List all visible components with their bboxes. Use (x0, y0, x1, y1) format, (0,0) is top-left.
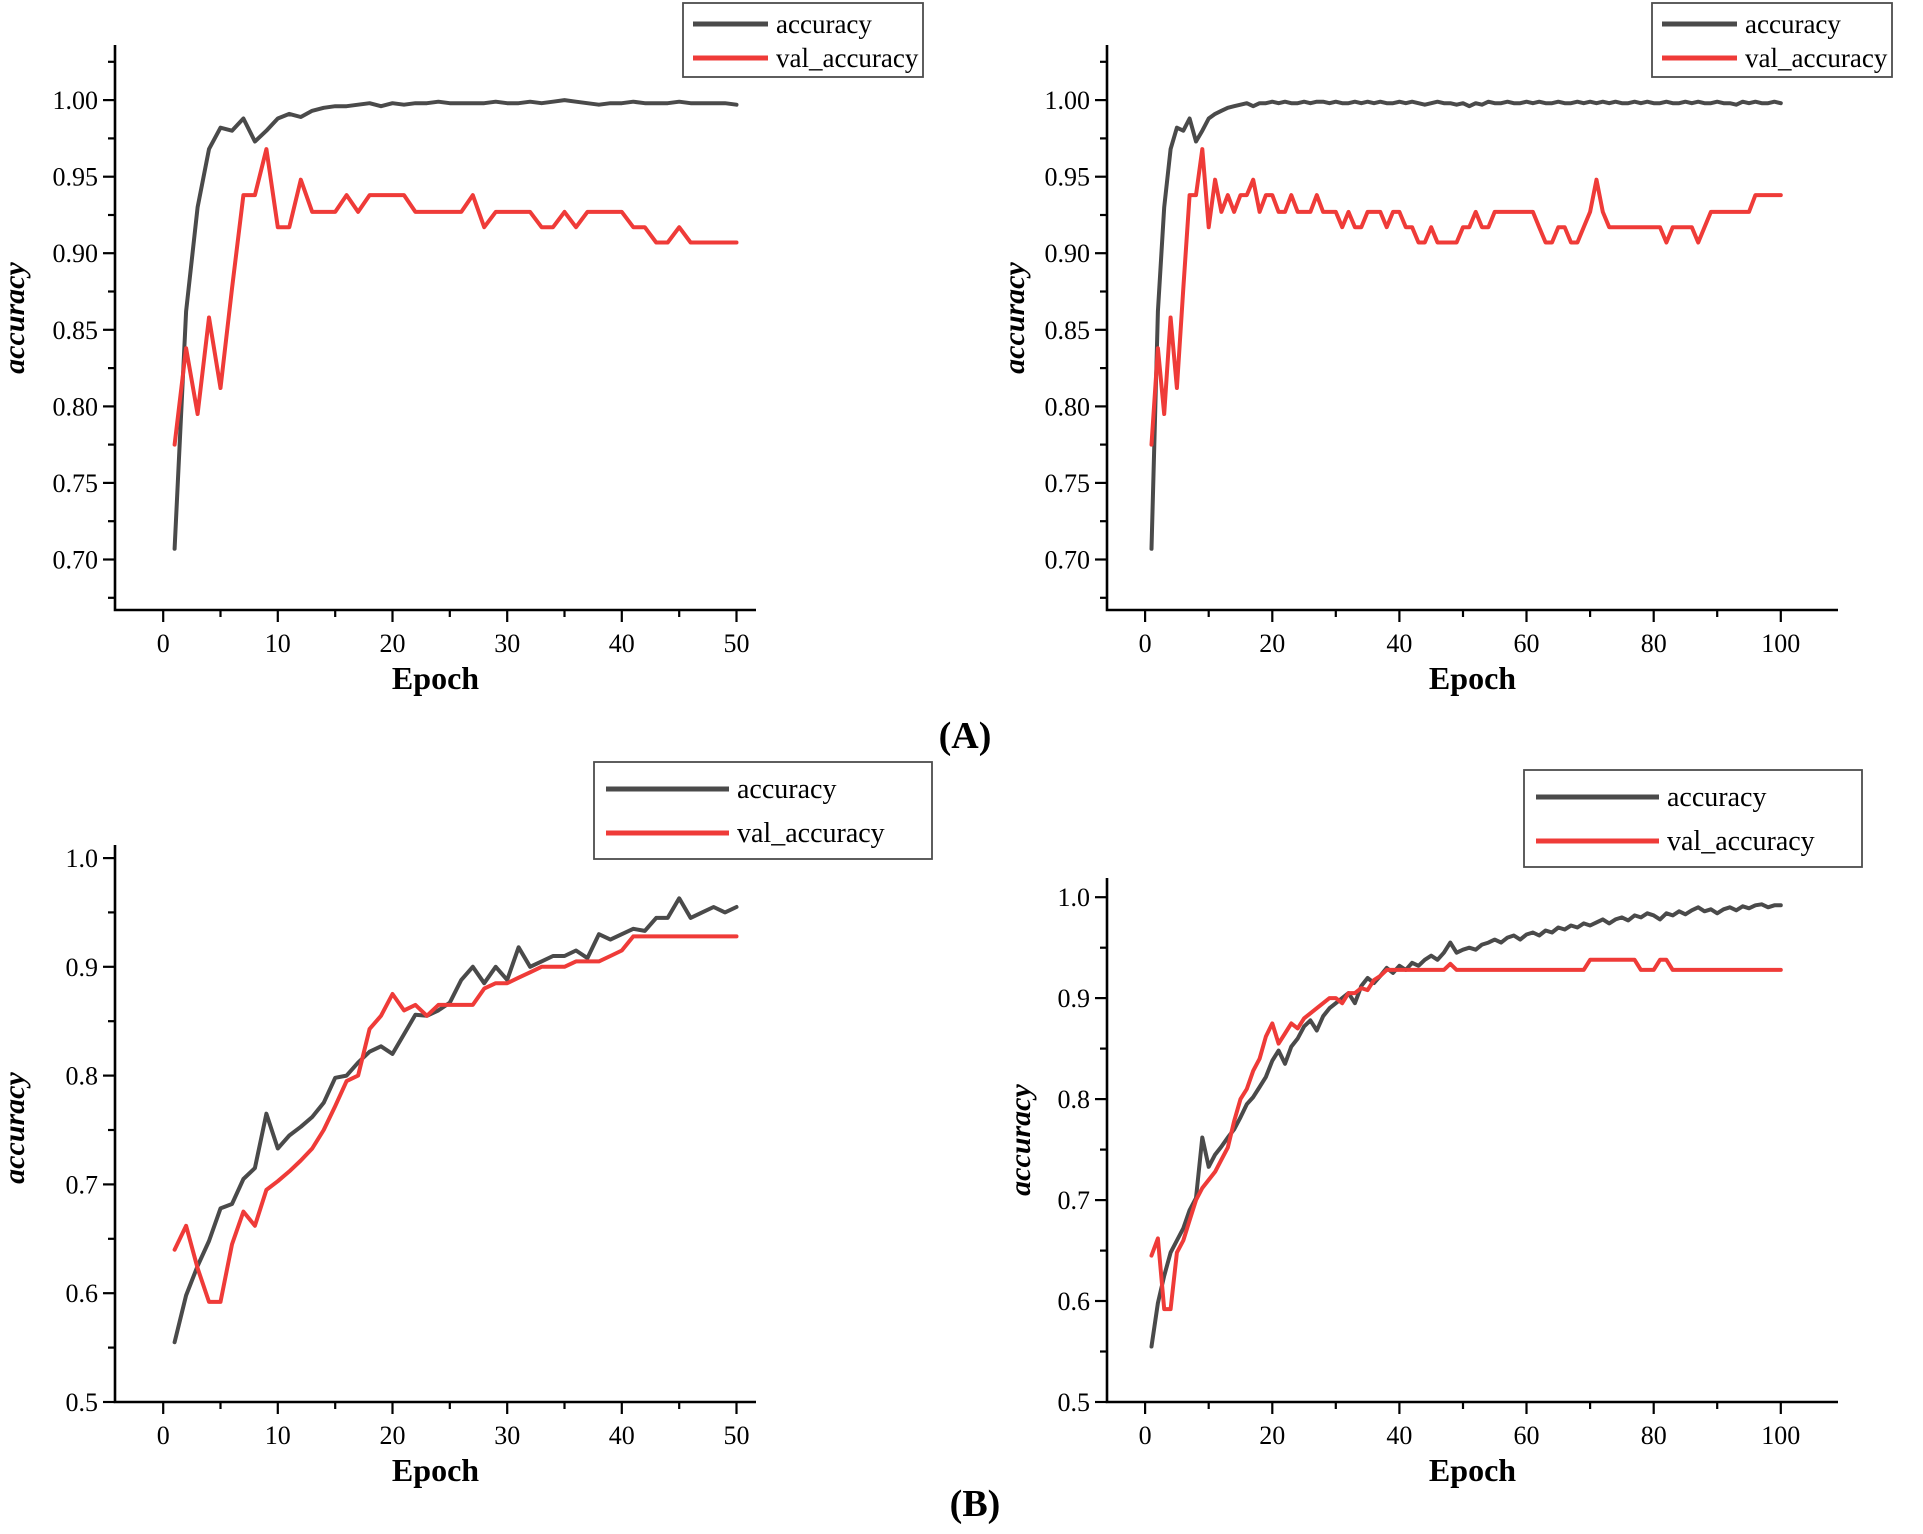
svg-text:0: 0 (1139, 629, 1152, 658)
svg-text:20: 20 (380, 629, 406, 658)
panel-a-label: (A) (938, 715, 992, 757)
series-accuracy-line (172, 98, 739, 551)
svg-text:20: 20 (380, 1421, 406, 1450)
svg-text:40: 40 (1386, 1421, 1412, 1450)
svg-text:val_accuracy: val_accuracy (737, 818, 885, 849)
svg-text:0.95: 0.95 (1045, 163, 1091, 192)
svg-text:val_accuracy: val_accuracy (776, 43, 919, 73)
chart-accuracy-100-epochs: 1.00 0.95 0.90 0.85 0.80 0.75 0.70 0 20 40 60 80 100… (998, 2, 1893, 696)
y-axis-title: accuracy (0, 262, 31, 374)
y-ticks: 1.00 0.95 0.90 0.85 0.80 0.75 0.70 (1045, 60, 1107, 599)
svg-text:0.80: 0.80 (53, 392, 99, 421)
series-val_accuracy-line (1149, 957, 1783, 1312)
y-axis-title: accuracy (998, 262, 1031, 374)
series-val_accuracy-line (172, 147, 739, 447)
svg-text:100: 100 (1761, 1421, 1800, 1450)
svg-text:0.6: 0.6 (66, 1279, 99, 1308)
svg-text:0: 0 (157, 629, 170, 658)
chart-gradual-accuracy-50-epochs: 1.0 0.9 0.8 0.7 0.6 0.5 0 10 20 30 40 50 Epoch accura… (0, 761, 933, 1488)
svg-text:accuracy: accuracy (737, 774, 836, 805)
svg-text:0.90: 0.90 (53, 239, 99, 268)
svg-text:0.8: 0.8 (66, 1062, 99, 1091)
series-accuracy-line (172, 896, 739, 1345)
svg-text:val_accuracy: val_accuracy (1667, 826, 1815, 857)
svg-text:0.85: 0.85 (1045, 316, 1091, 345)
svg-text:0.9: 0.9 (66, 953, 99, 982)
svg-text:0.7: 0.7 (66, 1170, 99, 1199)
y-axis-title: accuracy (1004, 1084, 1037, 1196)
chart-accuracy-50-epochs: 1.00 0.95 0.90 0.85 0.80 0.75 0.70 0 10 20 30 40 50 E… (0, 2, 924, 696)
y-ticks: 1.00 0.95 0.90 0.85 0.80 0.75 0.70 (53, 60, 115, 599)
axes (113, 45, 756, 612)
svg-text:80: 80 (1641, 629, 1667, 658)
chart-gradual-accuracy-100-epochs: 1.0 0.9 0.8 0.7 0.6 0.5 0 20 40 60 80 100 Epoch accur… (1004, 769, 1863, 1488)
svg-text:10: 10 (265, 629, 291, 658)
axes (113, 845, 756, 1404)
x-ticks: 0 10 20 30 40 50 (157, 1402, 750, 1450)
svg-text:100: 100 (1761, 629, 1800, 658)
svg-text:0: 0 (157, 1421, 170, 1450)
legend: accuracy val_accuracy (682, 2, 924, 78)
svg-text:80: 80 (1641, 1421, 1667, 1450)
x-ticks: 0 20 40 60 80 100 (1139, 1402, 1800, 1450)
svg-text:1.0: 1.0 (66, 844, 99, 873)
series-accuracy-line (1149, 99, 1783, 551)
svg-text:40: 40 (1386, 629, 1412, 658)
series-accuracy-line (1149, 902, 1783, 1349)
x-axis-title: Epoch (392, 1452, 479, 1488)
axes (1105, 45, 1838, 612)
svg-text:0.75: 0.75 (53, 469, 99, 498)
svg-text:1.00: 1.00 (1045, 86, 1091, 115)
svg-text:val_accuracy: val_accuracy (1745, 43, 1888, 73)
svg-text:0.75: 0.75 (1045, 469, 1091, 498)
x-ticks: 0 10 20 30 40 50 (157, 610, 750, 658)
y-axis-title: accuracy (0, 1072, 31, 1184)
svg-text:60: 60 (1514, 629, 1540, 658)
svg-text:30: 30 (494, 1421, 520, 1450)
svg-text:1.0: 1.0 (1058, 883, 1091, 912)
svg-text:50: 50 (724, 1421, 750, 1450)
svg-text:40: 40 (609, 629, 635, 658)
svg-text:1.00: 1.00 (53, 86, 99, 115)
svg-text:30: 30 (494, 629, 520, 658)
svg-text:0.70: 0.70 (1045, 546, 1091, 575)
svg-text:0.7: 0.7 (1058, 1186, 1091, 1215)
svg-text:0.90: 0.90 (1045, 239, 1091, 268)
svg-text:0.9: 0.9 (1058, 984, 1091, 1013)
svg-text:0.8: 0.8 (1058, 1085, 1091, 1114)
legend: accuracy val_accuracy (1651, 2, 1893, 78)
svg-text:20: 20 (1259, 629, 1285, 658)
svg-text:0.70: 0.70 (53, 546, 99, 575)
svg-text:0.5: 0.5 (1058, 1388, 1091, 1417)
svg-text:50: 50 (724, 629, 750, 658)
svg-text:40: 40 (609, 1421, 635, 1450)
svg-text:0: 0 (1139, 1421, 1152, 1450)
x-axis-title: Epoch (1429, 660, 1516, 696)
svg-text:accuracy: accuracy (1667, 782, 1766, 813)
panel-b-label: (B) (949, 1483, 1001, 1525)
svg-text:0.85: 0.85 (53, 316, 99, 345)
svg-text:60: 60 (1514, 1421, 1540, 1450)
series-val_accuracy-line (172, 934, 739, 1304)
legend: accuracy val_accuracy (593, 761, 933, 860)
series-val_accuracy-line (1149, 147, 1783, 447)
y-ticks: 1.0 0.9 0.8 0.7 0.6 0.5 (1058, 883, 1107, 1417)
axes (1105, 878, 1838, 1404)
svg-text:10: 10 (265, 1421, 291, 1450)
legend: accuracy val_accuracy (1523, 769, 1863, 868)
x-axis-title: Epoch (392, 660, 479, 696)
svg-text:20: 20 (1259, 1421, 1285, 1450)
x-axis-title: Epoch (1429, 1452, 1516, 1488)
svg-text:0.80: 0.80 (1045, 392, 1091, 421)
x-ticks: 0 20 40 60 80 100 (1139, 610, 1800, 658)
svg-text:0.5: 0.5 (66, 1388, 99, 1417)
svg-text:accuracy: accuracy (776, 9, 872, 39)
svg-text:0.6: 0.6 (1058, 1287, 1091, 1316)
y-ticks: 1.0 0.9 0.8 0.7 0.6 0.5 (66, 844, 115, 1417)
svg-text:0.95: 0.95 (53, 163, 99, 192)
svg-text:accuracy: accuracy (1745, 9, 1841, 39)
